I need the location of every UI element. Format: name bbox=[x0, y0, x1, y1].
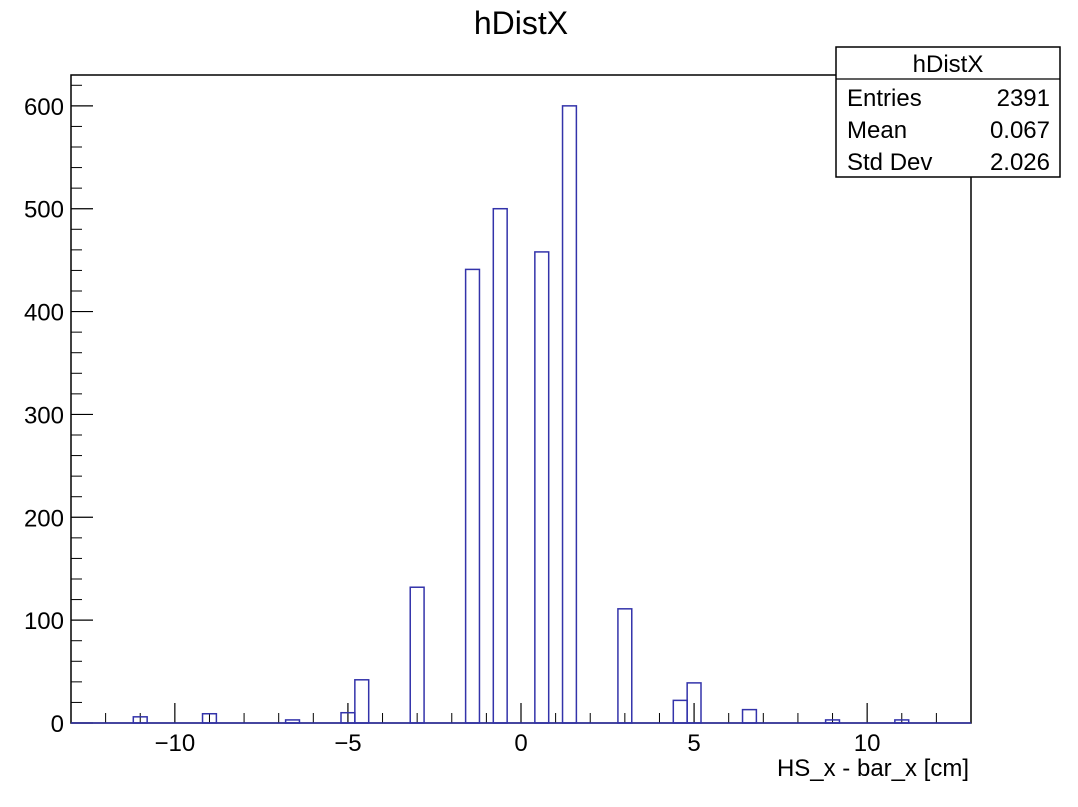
histogram-bin bbox=[741, 708, 758, 724]
histogram-bins bbox=[71, 105, 971, 724]
y-tick-label: 400 bbox=[24, 300, 64, 327]
stats-stddev-value: 2.026 bbox=[990, 149, 1050, 176]
y-tick-label: 300 bbox=[24, 402, 64, 429]
y-tick-label: 600 bbox=[24, 94, 64, 121]
histogram-bin bbox=[617, 608, 633, 724]
histogram-bin bbox=[492, 207, 508, 724]
histogram-bin bbox=[409, 586, 425, 724]
stats-box-frame bbox=[835, 46, 1061, 178]
y-tick-labels: 0 100 200 300 400 500 600 bbox=[24, 94, 64, 738]
y-tick-label: 100 bbox=[24, 608, 64, 635]
x-tick-label: 5 bbox=[687, 730, 700, 757]
histogram-bin bbox=[464, 268, 481, 724]
y-tick-label: 0 bbox=[51, 711, 64, 738]
chart-title: hDistX bbox=[474, 5, 568, 41]
stats-entries-value: 2391 bbox=[997, 85, 1050, 112]
stats-entries-label: Entries bbox=[847, 85, 922, 112]
y-tick-label: 500 bbox=[24, 197, 64, 224]
histogram-bin bbox=[672, 699, 688, 724]
x-tick-label: 0 bbox=[514, 730, 527, 757]
x-tick-label: −5 bbox=[334, 730, 361, 757]
x-tick-labels: −10 −5 0 5 10 bbox=[154, 730, 880, 757]
stats-mean-value: 0.067 bbox=[990, 117, 1050, 144]
y-major-ticks bbox=[71, 105, 93, 724]
histogram-bin bbox=[534, 251, 550, 724]
y-minor-ticks bbox=[71, 84, 82, 703]
x-tick-label: −10 bbox=[154, 730, 195, 757]
stats-box: hDistX Entries 2391 Mean 0.067 Std Dev 2… bbox=[835, 46, 1061, 178]
y-tick-label: 200 bbox=[24, 505, 64, 532]
stats-stddev-label: Std Dev bbox=[847, 149, 932, 176]
stats-mean-label: Mean bbox=[847, 117, 907, 144]
x-axis-label: HS_x - bar_x [cm] bbox=[777, 755, 969, 782]
histogram-bin bbox=[354, 679, 370, 724]
x-tick-label: 10 bbox=[854, 730, 881, 757]
stats-title: hDistX bbox=[913, 51, 984, 78]
x-major-ticks bbox=[174, 703, 868, 723]
histogram-bin bbox=[561, 105, 578, 724]
x-minor-ticks bbox=[70, 713, 972, 723]
